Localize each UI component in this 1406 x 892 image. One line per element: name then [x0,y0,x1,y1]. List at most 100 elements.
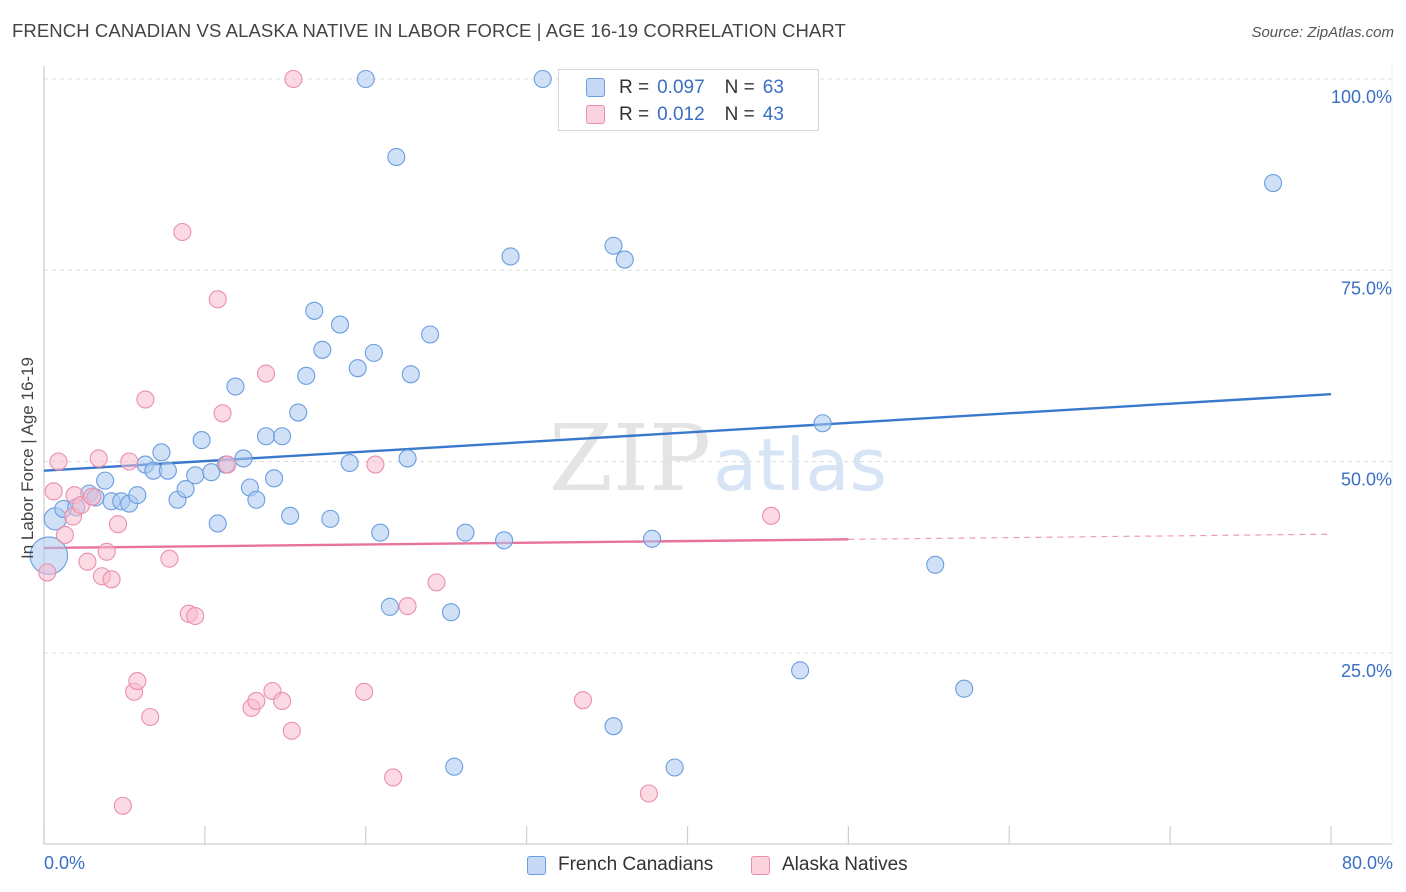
data-point-alaska-natives [49,452,68,471]
data-point-alaska-natives [186,606,205,626]
legend-r-value: 0.012 [657,104,705,125]
trend-line-alaska-natives [43,538,849,550]
data-point-alaska-natives [256,364,276,383]
data-point-alaska-natives [173,222,192,242]
data-point-french-canadians [1264,173,1283,193]
data-point-alaska-natives [213,404,232,423]
legend-r-label: R = [619,104,650,125]
legend-n-value: 43 [762,104,784,125]
data-point-french-canadians [348,359,367,378]
data-point-french-canadians [234,449,253,468]
data-point-french-canadians [330,315,350,334]
data-point-french-canadians [441,603,461,622]
data-point-french-canadians [380,597,399,616]
data-point-french-canadians [176,479,195,499]
data-point-alaska-natives [160,549,179,568]
legend-n-label: N = [724,104,755,125]
data-point-alaska-natives [366,455,385,474]
data-point-french-canadians [401,365,420,384]
legend-swatch-blue [586,78,605,97]
data-point-alaska-natives [108,515,128,534]
data-point-french-canadians [371,523,390,542]
data-point-alaska-natives [284,69,303,89]
data-point-alaska-natives [427,573,446,592]
data-point-alaska-natives [78,552,97,571]
watermark-atlas: atlas [713,423,887,507]
data-point-french-canadians [445,757,464,776]
trend-layer [43,392,1332,550]
source-label: Source: ZipAtlas.com [1251,24,1394,41]
data-point-alaska-natives [355,682,374,701]
data-point-alaska-natives [113,796,132,815]
data-point-alaska-natives [273,691,292,710]
grid-layer [44,78,1392,654]
data-point-alaska-natives [218,455,237,474]
legend-row-french-canadians: R = 0.097 N = 63 [586,75,784,101]
data-point-alaska-natives [762,506,781,525]
data-point-french-canadians [297,366,316,385]
data-point-french-canadians [340,453,359,473]
data-point-french-canadians [604,236,623,255]
trend-line-french-canadians [43,392,1332,472]
data-point-alaska-natives [398,597,417,616]
data-point-alaska-natives [639,784,658,803]
data-point-french-canadians [186,466,205,485]
data-point-alaska-natives [136,390,155,409]
data-point-french-canadians [96,471,115,490]
data-point-french-canadians [281,506,300,525]
data-point-french-canadians [813,414,832,433]
data-point-french-canadians [128,486,147,505]
data-point-french-canadians [356,69,375,89]
y-axis-label: In Labor Force | Age 16-19 [18,357,37,559]
data-point-alaska-natives [55,525,74,544]
y-tick-label: 100.0% [1331,87,1392,107]
data-point-french-canadians [665,758,684,777]
legend-item-french-canadians[interactable]: French Canadians [527,852,713,878]
x-tick-label-min: 0.0% [44,853,85,873]
data-point-french-canadians [604,717,623,736]
data-point-french-canadians [456,523,475,542]
legend-label-alaska-natives: Alaska Natives [782,854,908,875]
data-point-alaska-natives [44,482,63,501]
data-point-alaska-natives [38,563,57,582]
data-point-french-canadians [289,403,308,422]
data-point-alaska-natives [83,487,102,506]
data-point-french-canadians [321,509,340,528]
legend-n-label: N = [724,77,755,98]
y-tick-label: 25.0% [1341,661,1392,681]
y-tick-label: 75.0% [1341,278,1392,298]
legend-item-alaska-natives[interactable]: Alaska Natives [751,852,908,878]
data-point-french-canadians [208,514,227,533]
data-point-french-canadians [305,301,324,320]
series-alaska-natives [38,69,781,815]
stats-legend: R = 0.097 N = 63 R = 0.012 N = 43 [558,69,819,131]
legend-row-alaska-natives: R = 0.012 N = 43 [586,102,784,128]
data-point-alaska-natives [128,672,147,691]
data-point-french-canadians [192,431,211,450]
data-point-alaska-natives [573,691,592,710]
data-point-alaska-natives [247,691,266,710]
data-point-alaska-natives [208,290,227,309]
y-tick-label: 50.0% [1341,470,1392,490]
axis-layer [43,66,1393,845]
data-point-french-canadians [533,69,552,89]
data-point-alaska-natives [120,452,139,471]
chart-title: FRENCH CANADIAN VS ALASKA NATIVE IN LABO… [12,20,846,41]
points-layer [29,69,1283,815]
data-point-french-canadians [364,343,383,362]
data-point-french-canadians [202,463,221,482]
data-point-french-canadians [495,531,514,550]
legend-n-value: 63 [762,77,784,98]
data-point-french-canadians [501,247,520,266]
trend-line-extension-alaska-natives [848,533,1332,540]
legend-swatch-blue [527,855,546,875]
legend-r-value: 0.097 [657,77,705,98]
data-point-french-canadians [615,250,634,269]
data-point-french-canadians [398,449,417,468]
data-point-french-canadians [791,661,810,680]
legend-label-french-canadians: French Canadians [558,854,714,875]
watermark: ZIP atlas [549,405,887,512]
data-point-french-canadians [955,679,974,698]
data-point-french-canadians [158,461,177,480]
